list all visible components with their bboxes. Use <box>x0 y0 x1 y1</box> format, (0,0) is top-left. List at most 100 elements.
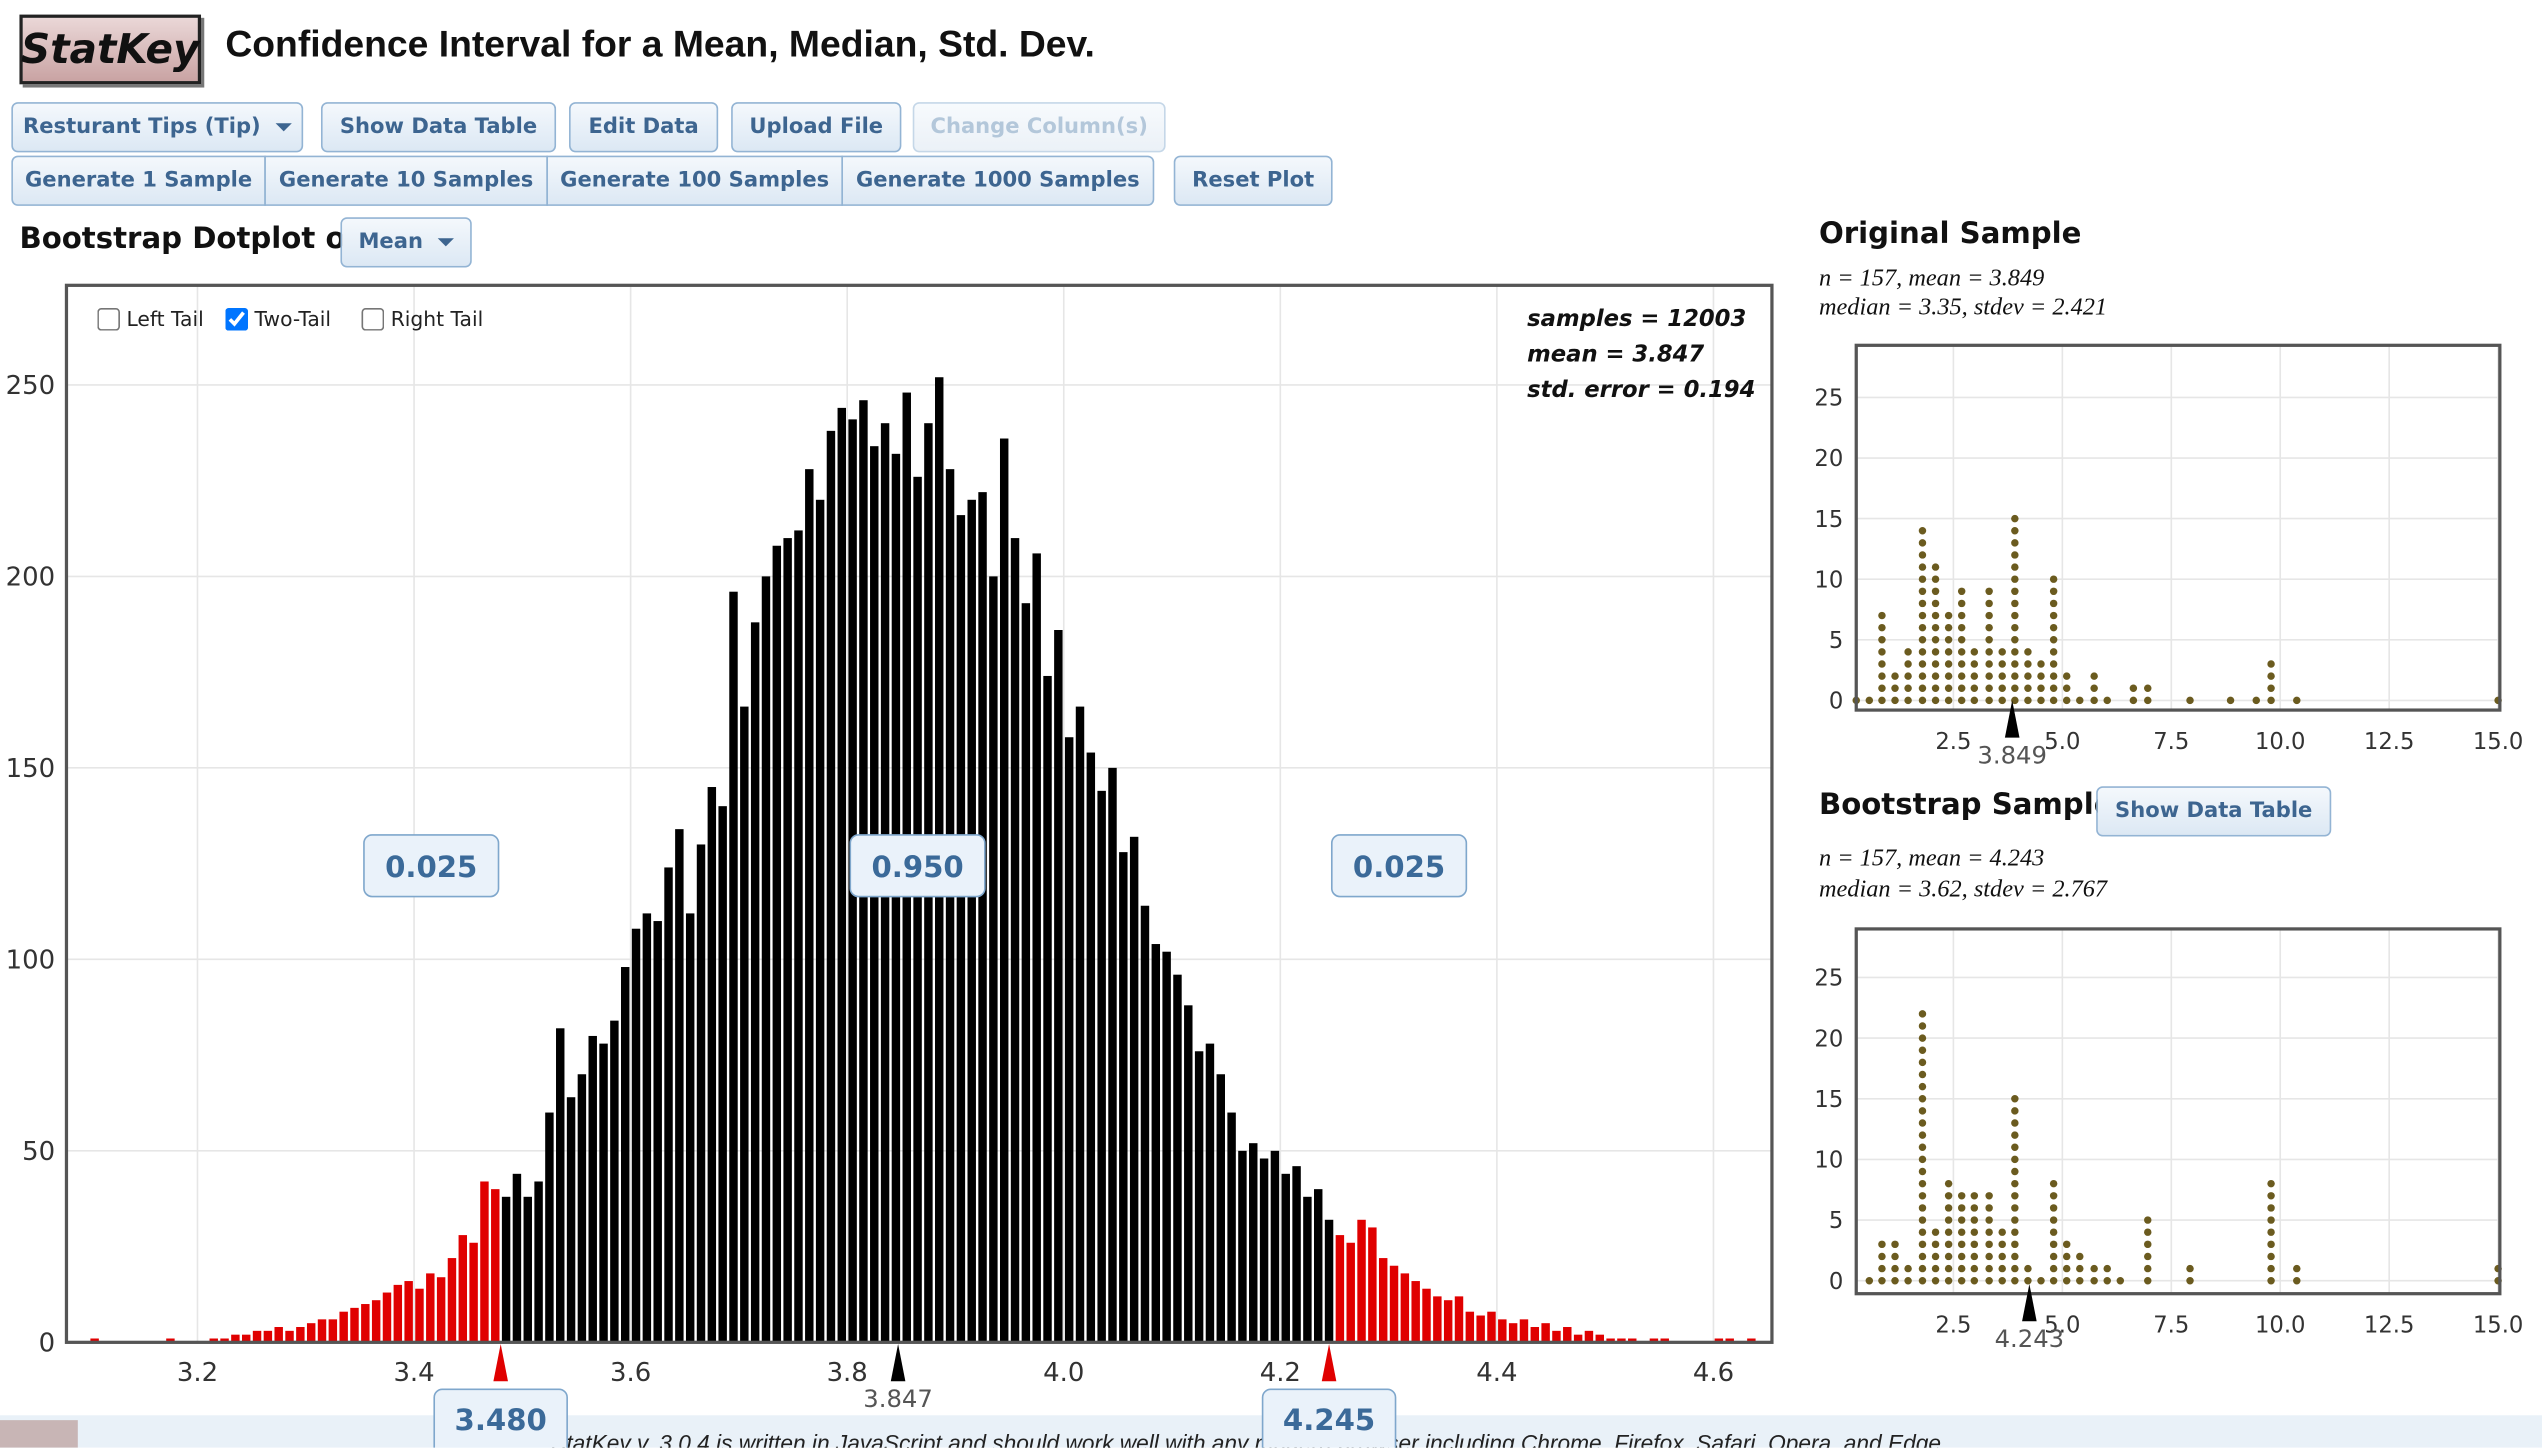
dot <box>2011 1240 2019 1249</box>
x-tick-label: 10.0 <box>2255 729 2306 755</box>
sample-stats: n = 157, mean = 4.243 <box>1818 846 2045 873</box>
generate-button[interactable]: Generate 1000 Samples <box>841 155 1155 206</box>
dot-stack <box>1944 611 1953 705</box>
dot <box>1998 648 2006 656</box>
dot <box>2293 696 2301 705</box>
checkbox[interactable] <box>225 307 249 330</box>
histogram-bar <box>231 1334 240 1343</box>
histogram-bar <box>1314 1189 1323 1343</box>
button[interactable]: Show Data Table <box>320 102 557 153</box>
button[interactable]: Show Data Table <box>2096 786 2332 837</box>
x-tick-label: 5.0 <box>2044 729 2080 755</box>
histogram-bar <box>1064 737 1074 1343</box>
statistic-dropdown[interactable]: Mean <box>340 217 472 268</box>
tail-label: Left Tail <box>126 306 204 331</box>
sample-stats: n = 157, mean = 3.849 <box>1818 265 2045 292</box>
tail-option[interactable]: Right Tail <box>361 306 483 331</box>
histogram-bar <box>891 453 901 1343</box>
histogram-bar <box>1043 675 1052 1343</box>
histogram-bar <box>620 967 630 1343</box>
y-tick-label: 25 <box>1814 966 1843 992</box>
dot <box>2293 1264 2301 1273</box>
histogram-bar <box>1508 1323 1518 1343</box>
histogram-bar <box>1184 1005 1193 1343</box>
dot <box>1878 696 1886 705</box>
dot <box>1931 648 1940 656</box>
plot-frame <box>1854 343 2502 712</box>
dot <box>2011 684 2019 692</box>
dot <box>2049 1192 2058 1200</box>
footer-logo <box>0 1420 78 1448</box>
dot <box>2037 660 2045 668</box>
dot <box>1878 1240 1886 1249</box>
plot-frame <box>64 283 1774 1344</box>
button[interactable]: Edit Data <box>569 102 719 153</box>
y-tick-label: 15 <box>1814 507 1843 533</box>
tail-option[interactable]: Two-Tail <box>225 306 331 331</box>
checkbox[interactable] <box>97 307 120 330</box>
checkbox[interactable] <box>361 307 385 330</box>
logo[interactable]: StatKey <box>19 14 202 85</box>
histogram-bar <box>1303 1196 1312 1343</box>
histogram-bar <box>1487 1311 1496 1343</box>
generate-button[interactable]: Generate 1 Sample <box>11 155 266 206</box>
dot-stack <box>2049 575 2058 705</box>
dot <box>1970 1228 1979 1236</box>
dot <box>1944 623 1953 632</box>
dot <box>1970 660 1979 668</box>
dot <box>2144 1264 2152 1273</box>
histogram-bar <box>566 1097 576 1343</box>
dot <box>1957 1204 1966 1212</box>
dot <box>2049 636 2058 644</box>
histogram-bar <box>1660 1338 1669 1343</box>
dot <box>1985 696 1993 705</box>
plot-frame <box>1854 927 2502 1296</box>
dot-stack <box>2049 1179 2058 1285</box>
center-label: 3.847 <box>863 1384 933 1413</box>
dot <box>1918 1179 1927 1188</box>
dot <box>2011 1192 2019 1200</box>
dot <box>1944 1216 1953 1224</box>
y-tick-label: 5 <box>1829 628 1843 654</box>
reset-button[interactable]: Reset Plot <box>1173 155 1333 206</box>
histogram-bar <box>274 1327 283 1343</box>
histogram-bar <box>945 469 955 1343</box>
dot <box>1918 587 1927 596</box>
dot <box>2011 648 2019 656</box>
dot <box>2037 696 2045 705</box>
dot <box>2049 696 2058 705</box>
histogram-bar <box>1194 1051 1204 1343</box>
histogram-bar <box>1097 790 1106 1343</box>
y-tick-label: 25 <box>1814 386 1843 412</box>
histogram-bar <box>1249 1143 1258 1343</box>
dot-stack <box>1904 1264 1912 1285</box>
histogram-bar <box>1335 1235 1345 1343</box>
dot <box>1918 611 1927 620</box>
dot <box>2267 1264 2275 1273</box>
histogram-bar <box>447 1258 457 1343</box>
dot <box>1931 1240 1940 1249</box>
histogram-bar <box>1400 1273 1410 1343</box>
tail-option[interactable]: Left Tail <box>97 306 204 331</box>
caret <box>275 123 292 132</box>
dot <box>1918 1070 1927 1079</box>
dot <box>1944 1192 1953 1200</box>
histogram-bar <box>252 1330 262 1343</box>
dot <box>1944 696 1953 705</box>
dot <box>2076 1252 2084 1261</box>
generate-button[interactable]: Generate 10 Samples <box>264 155 548 206</box>
generate-button[interactable]: Generate 100 Samples <box>546 155 844 206</box>
histogram-bar <box>1541 1323 1550 1343</box>
button[interactable]: Upload File <box>731 102 902 153</box>
dot <box>1998 696 2006 705</box>
dot-stack <box>1878 611 1886 705</box>
mean-marker <box>2004 700 2020 738</box>
histogram-bar <box>220 1338 229 1343</box>
dot <box>2011 611 2019 620</box>
center-marker <box>890 1343 906 1382</box>
dot-stack <box>2076 1252 2084 1285</box>
dataset-dropdown[interactable]: Resturant Tips (Tip) <box>11 102 304 153</box>
dot-stack <box>1918 1010 1927 1285</box>
dot <box>1944 1179 1953 1188</box>
dataset-label: Resturant Tips (Tip) <box>23 115 261 140</box>
